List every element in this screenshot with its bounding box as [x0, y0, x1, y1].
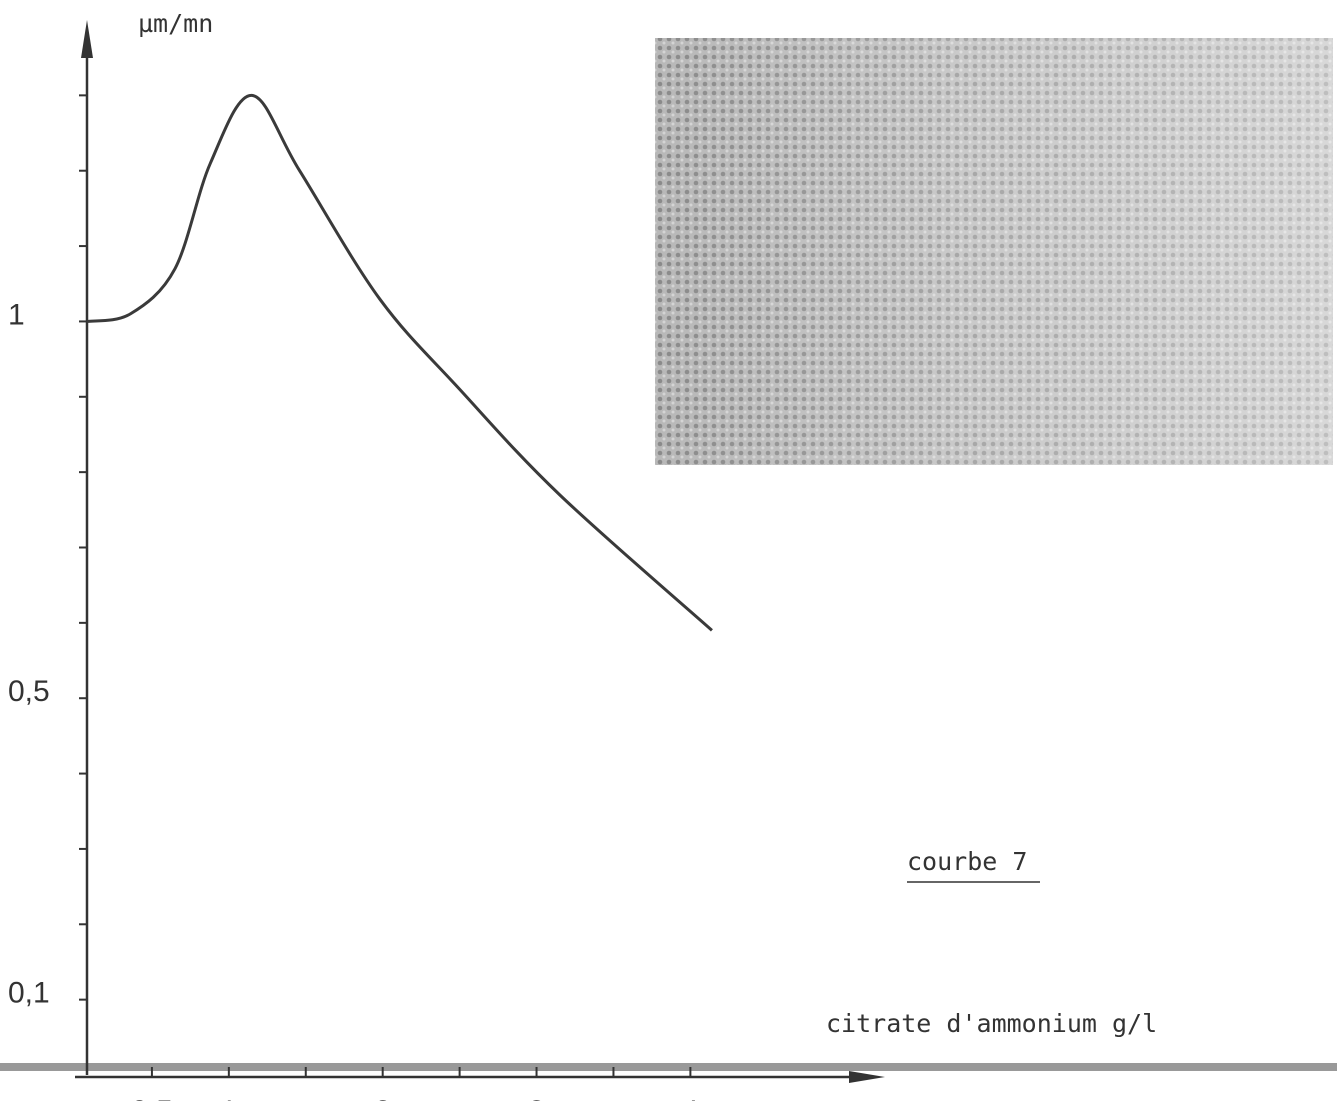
y-tick-label: 0,5	[8, 675, 50, 708]
photo	[655, 38, 1333, 465]
x-tick-label: 0,5	[131, 1095, 173, 1101]
x-tick-label: 4	[682, 1095, 699, 1101]
y-arrow	[81, 20, 93, 58]
x-tick-label: 2	[374, 1095, 391, 1101]
y-tick-label: 0,1	[8, 977, 50, 1010]
x-tick-label: 1	[221, 1095, 238, 1101]
y-axis-label: µm/mn	[138, 9, 213, 38]
y-tick-label: 1	[8, 298, 25, 331]
x-tick-label: 3	[528, 1095, 545, 1101]
curve	[87, 93, 713, 632]
x-arrow	[849, 1071, 885, 1083]
x-axis-label: citrate d'ammonium g/l	[826, 1009, 1157, 1038]
annotation: courbe 7	[907, 847, 1027, 876]
scan-band	[0, 1063, 1337, 1071]
